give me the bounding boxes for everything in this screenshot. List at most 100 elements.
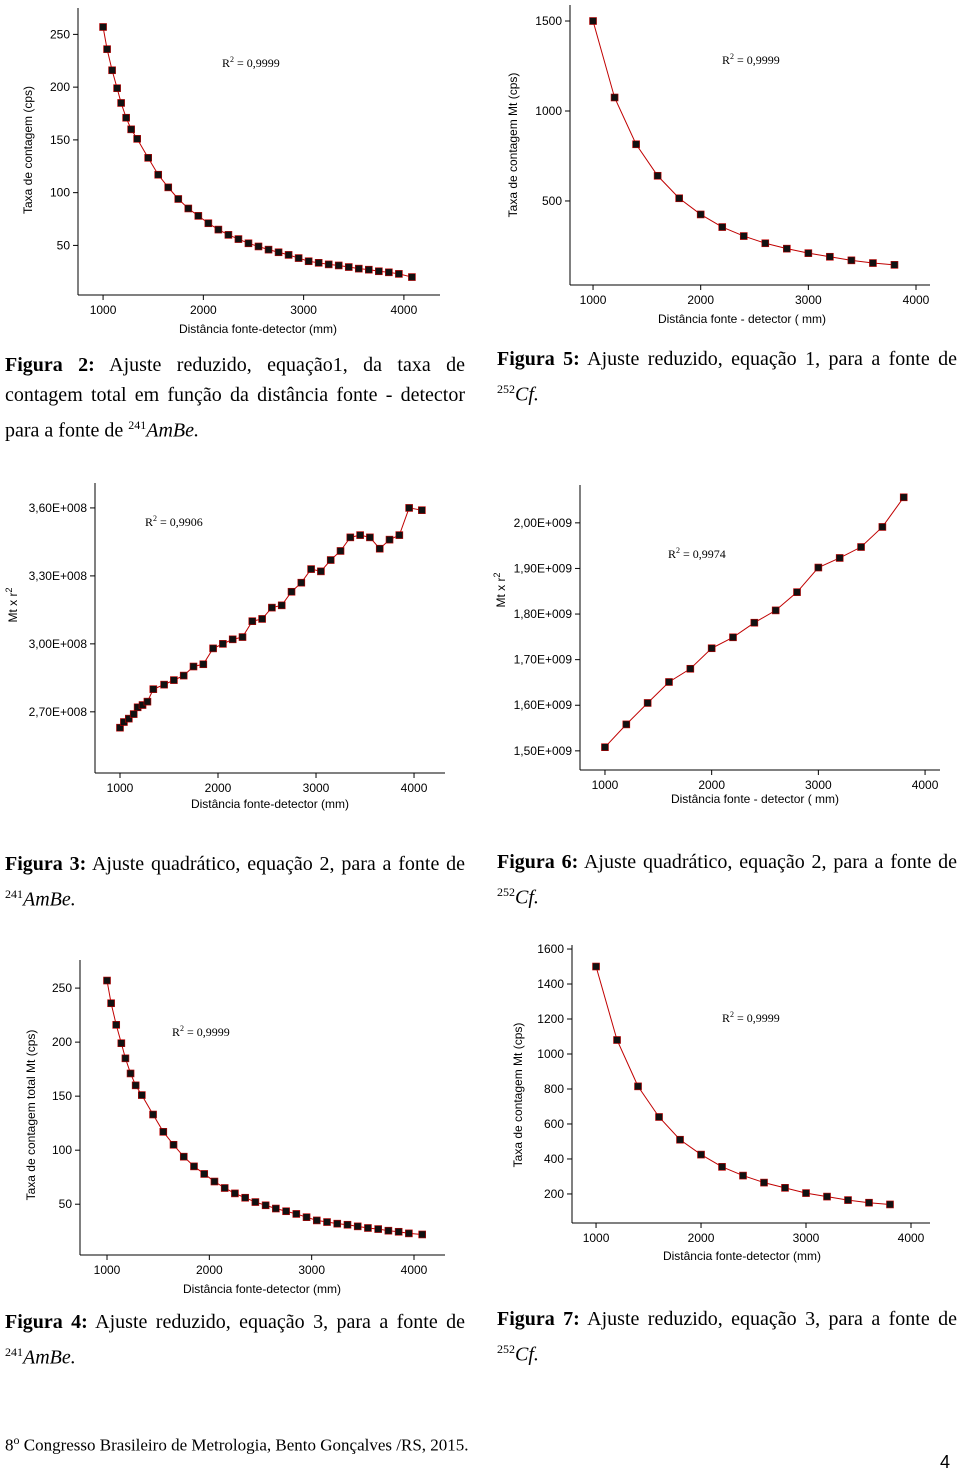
y-tick-label: 50 bbox=[57, 238, 71, 252]
x-axis-label: Distância fonte-detector (mm) bbox=[191, 797, 349, 811]
caption-nuclide: Cf. bbox=[515, 383, 539, 406]
x-tick-label: 2000 bbox=[205, 781, 232, 795]
data-point bbox=[333, 1219, 342, 1228]
chart: 1,50E+009 1,60E+009 1,70E+009 1,80E+009 1,90… bbox=[492, 485, 940, 806]
data-point bbox=[107, 999, 115, 1008]
data-point bbox=[149, 1110, 157, 1119]
y-axis-label-text: Taxa de contagem (cps) bbox=[21, 86, 35, 214]
data-point bbox=[125, 714, 133, 723]
data-point bbox=[210, 1177, 219, 1186]
figure-caption: Figura 3: Ajuste quadrático, equação 2, … bbox=[5, 849, 465, 915]
y-tick-label: 100 bbox=[52, 1143, 72, 1157]
caption-label: Figura 7: bbox=[497, 1308, 580, 1330]
data-point bbox=[375, 267, 383, 276]
caption-nuclide: Cf. bbox=[515, 1343, 539, 1366]
data-point bbox=[760, 1178, 768, 1187]
data-point bbox=[783, 244, 791, 253]
data-point bbox=[220, 1184, 229, 1192]
data-point bbox=[264, 245, 273, 254]
x-axis-label: Distância fonte - detector ( mm) bbox=[671, 792, 839, 806]
annotation-text: = 0,9999 bbox=[184, 1025, 230, 1039]
footer-ordinal-suffix: o bbox=[13, 1433, 20, 1447]
x-tick-label: 4000 bbox=[401, 1263, 428, 1277]
data-point bbox=[282, 1207, 290, 1216]
x-axis-label: Distância fonte - detector ( mm) bbox=[658, 312, 826, 326]
data-point bbox=[317, 567, 325, 576]
data-point bbox=[244, 239, 253, 248]
data-point bbox=[899, 493, 908, 502]
data-point bbox=[814, 563, 823, 572]
data-point bbox=[122, 113, 130, 122]
figure-caption: Figura 2: Ajuste reduzido, equação1, da … bbox=[5, 350, 465, 446]
y-tick-label: 1400 bbox=[537, 977, 564, 991]
y-tick-label: 2,00E+009 bbox=[514, 516, 573, 530]
data-point bbox=[238, 633, 247, 641]
y-tick-label: 800 bbox=[544, 1082, 564, 1096]
data-point bbox=[634, 1082, 642, 1091]
x-tick-label: 4000 bbox=[903, 293, 930, 307]
data-point bbox=[781, 1184, 789, 1192]
data-point bbox=[127, 125, 135, 134]
y-tick-label: 1,60E+009 bbox=[514, 698, 573, 712]
data-point bbox=[346, 533, 355, 542]
annotation-symbol: R bbox=[145, 515, 153, 529]
data-point bbox=[194, 212, 203, 220]
annotation-exponent: 2 bbox=[180, 1024, 184, 1033]
chart: 200 400 600 800 1000 1200 1400 1600 1000 2000 3000… bbox=[511, 942, 930, 1263]
data-point bbox=[297, 578, 306, 587]
data-point bbox=[99, 23, 107, 31]
data-point bbox=[133, 135, 141, 143]
annotation-text: = 0,9999 bbox=[234, 56, 280, 70]
data-point bbox=[802, 1189, 810, 1197]
annotation: R2 = 0,9999 bbox=[172, 1024, 230, 1039]
data-point bbox=[294, 254, 303, 262]
x-tick-label: 3000 bbox=[303, 781, 330, 795]
data-point bbox=[771, 606, 780, 615]
fit-curve bbox=[119, 507, 422, 728]
y-tick-label: 100 bbox=[50, 186, 70, 200]
y-axis-label: Taxa de contagem total Mt (cps) bbox=[24, 1030, 38, 1201]
data-point bbox=[804, 249, 813, 257]
figure-caption: Figura 4: Ajuste reduzido, equação 3, pa… bbox=[5, 1307, 465, 1373]
caption-nuclide: AmBe. bbox=[23, 1346, 76, 1369]
y-axis-label: Mt x r2 bbox=[4, 587, 20, 622]
caption-nuclide: Cf. bbox=[515, 886, 539, 909]
caption-label: Figura 6: bbox=[497, 851, 579, 873]
data-point bbox=[284, 251, 293, 259]
chart: 2,70E+008 3,00E+008 3,30E+008 3,60E+008 1000… bbox=[4, 483, 445, 811]
y-axis-label: Taxa de contagem (cps) bbox=[21, 86, 35, 214]
caption-label: Figura 2: bbox=[5, 354, 95, 376]
data-point bbox=[170, 676, 178, 684]
x-tick-label: 3000 bbox=[793, 1231, 820, 1245]
data-point bbox=[665, 678, 673, 686]
y-tick-label: 200 bbox=[52, 1035, 72, 1049]
data-point bbox=[272, 1204, 280, 1213]
y-tick-label: 50 bbox=[59, 1197, 73, 1211]
caption-label: Figura 3: bbox=[5, 853, 87, 875]
y-axis-label-text: Mt x r bbox=[494, 578, 508, 608]
y-axis-label: Taxa de contagem Mt (cps) bbox=[506, 73, 520, 218]
data-point bbox=[601, 743, 609, 752]
caption-mass-number: 241 bbox=[5, 1345, 23, 1359]
data-point bbox=[622, 720, 631, 729]
y-tick-label: 250 bbox=[52, 981, 72, 995]
annotation: R2 = 0,9999 bbox=[722, 52, 780, 67]
y-axis-label-text: Taxa de contagem Mt (cps) bbox=[511, 1023, 525, 1168]
y-tick-label: 1,80E+009 bbox=[514, 607, 573, 621]
chart: 50 100 150 200 250 1000 2000 3000 4000 Distância … bbox=[21, 8, 440, 336]
annotation-text: = 0,9974 bbox=[680, 547, 726, 561]
data-point bbox=[375, 544, 384, 553]
annotation-symbol: R bbox=[668, 547, 676, 561]
y-tick-label: 1600 bbox=[537, 942, 564, 956]
data-point bbox=[835, 554, 844, 562]
caption-text: Ajuste quadrático, equação 2, para a fon… bbox=[583, 851, 958, 873]
data-point bbox=[199, 660, 208, 669]
data-point bbox=[729, 633, 737, 642]
data-point bbox=[405, 1229, 413, 1238]
caption-mass-number: 252 bbox=[497, 382, 515, 396]
x-tick-label: 1000 bbox=[580, 293, 607, 307]
y-axis-label-text: Mt x r bbox=[6, 593, 20, 623]
data-point bbox=[890, 261, 899, 269]
caption-mass-number: 252 bbox=[497, 885, 515, 899]
y-tick-label: 400 bbox=[544, 1152, 564, 1166]
